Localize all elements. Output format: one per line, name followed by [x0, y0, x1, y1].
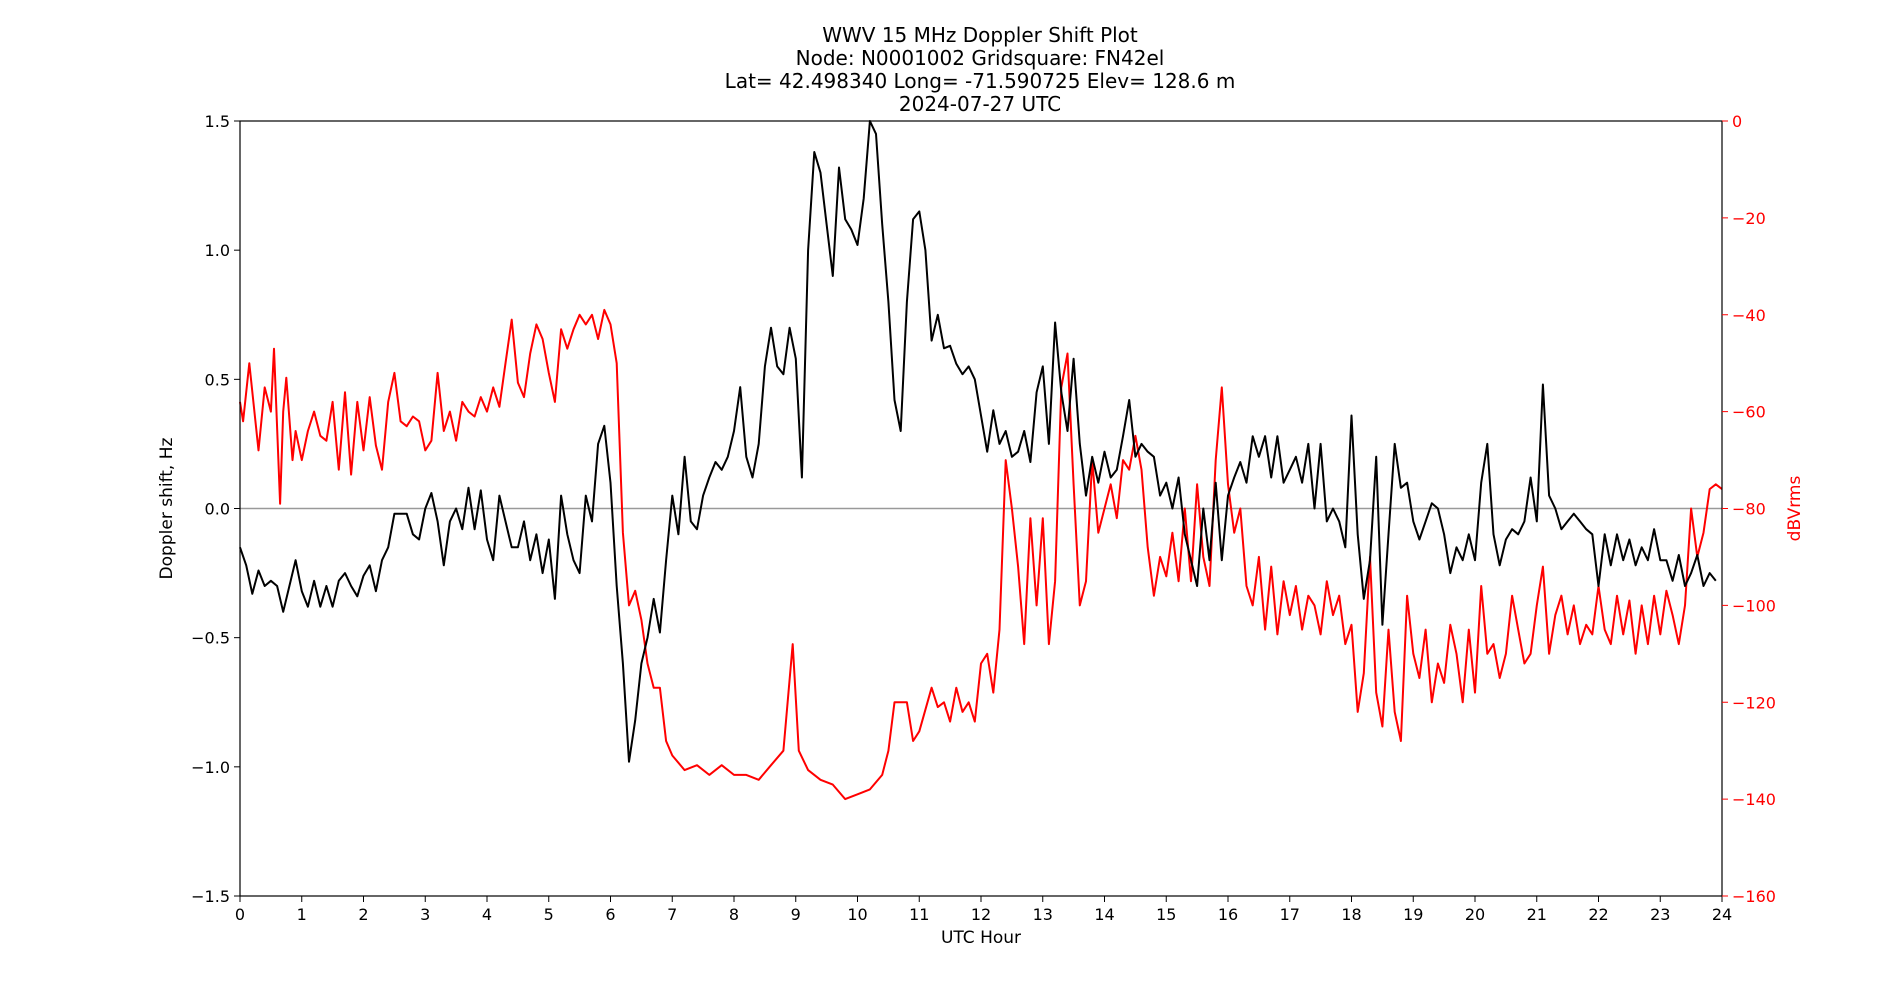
series-group [239, 120, 1723, 801]
x-tick-label: 21 [1527, 905, 1547, 924]
y-tick-label: −1.5 [191, 887, 230, 906]
x-tick-label: 16 [1218, 905, 1238, 924]
x-tick-label: 7 [667, 905, 677, 924]
y2-tick-label: −60 [1732, 403, 1766, 422]
y-tick-label: 0.0 [205, 500, 230, 519]
x-tick-label: 23 [1650, 905, 1670, 924]
x-tick-label: 24 [1712, 905, 1732, 924]
x-tick-label: 20 [1465, 905, 1485, 924]
chart-title: WWV 15 MHz Doppler Shift Plot Node: N000… [725, 23, 1236, 116]
y-tick-label: 1.5 [205, 112, 230, 131]
x-tick-label: 1 [297, 905, 307, 924]
y2-tick-label: −100 [1732, 596, 1776, 615]
x-tick-label: 9 [791, 905, 801, 924]
y-axis-label: Doppler shift, Hz [157, 437, 177, 579]
x-tick-label: 22 [1588, 905, 1608, 924]
y2-tick-label: −40 [1732, 306, 1766, 325]
x-tick-label: 18 [1341, 905, 1361, 924]
x-tick-label: 10 [847, 905, 867, 924]
x-axis: 0 1 2 3 4 5 6 7 8 9 10 11 12 13 14 15 16 17 18 19 20 21 22 23 24 [235, 896, 1732, 924]
x-tick-label: 3 [420, 905, 430, 924]
x-tick-label: 13 [1033, 905, 1053, 924]
x-tick-label: 0 [235, 905, 245, 924]
y2-tick-label: 0 [1732, 112, 1742, 131]
y2-tick-label: −80 [1732, 500, 1766, 519]
x-tick-label: 2 [358, 905, 368, 924]
x-tick-label: 11 [909, 905, 929, 924]
x-tick-label: 12 [971, 905, 991, 924]
y-tick-label: −1.0 [191, 758, 230, 777]
x-tick-label: 17 [1280, 905, 1300, 924]
y-tick-label: 1.0 [205, 241, 230, 260]
chart-title-line-1: WWV 15 MHz Doppler Shift Plot [822, 23, 1138, 47]
x-tick-label: 15 [1156, 905, 1176, 924]
y2-tick-label: −20 [1732, 209, 1766, 228]
chart-title-line-2: Node: N0001002 Gridsquare: FN42el [796, 46, 1165, 70]
x-tick-label: 6 [605, 905, 615, 924]
y2-tick-label: −120 [1732, 693, 1776, 712]
x-tick-label: 8 [729, 905, 739, 924]
y-tick-label: −0.5 [191, 629, 230, 648]
x-tick-label: 4 [482, 905, 492, 924]
x-tick-label: 14 [1094, 905, 1114, 924]
series-doppler-line [239, 120, 1717, 763]
chart-title-line-3: Lat= 42.498340 Long= -71.590725 Elev= 12… [725, 69, 1236, 93]
y-tick-label: 0.5 [205, 370, 230, 389]
series-power-line [239, 308, 1723, 801]
y2-tick-label: −160 [1732, 887, 1776, 906]
chart-title-line-4: 2024-07-27 UTC [899, 92, 1061, 116]
x-axis-label: UTC Hour [941, 928, 1021, 948]
y-axis-left: −1.5 −1.0 −0.5 0.0 0.5 1.0 1.5 [191, 112, 240, 906]
y2-axis-label: dBVrms [1785, 476, 1805, 542]
x-tick-label: 19 [1403, 905, 1423, 924]
y-axis-right: 0 −20 −40 −60 −80 −100 −120 −140 −160 [1722, 112, 1776, 906]
x-tick-label: 5 [544, 905, 554, 924]
y2-tick-label: −140 [1732, 790, 1776, 809]
